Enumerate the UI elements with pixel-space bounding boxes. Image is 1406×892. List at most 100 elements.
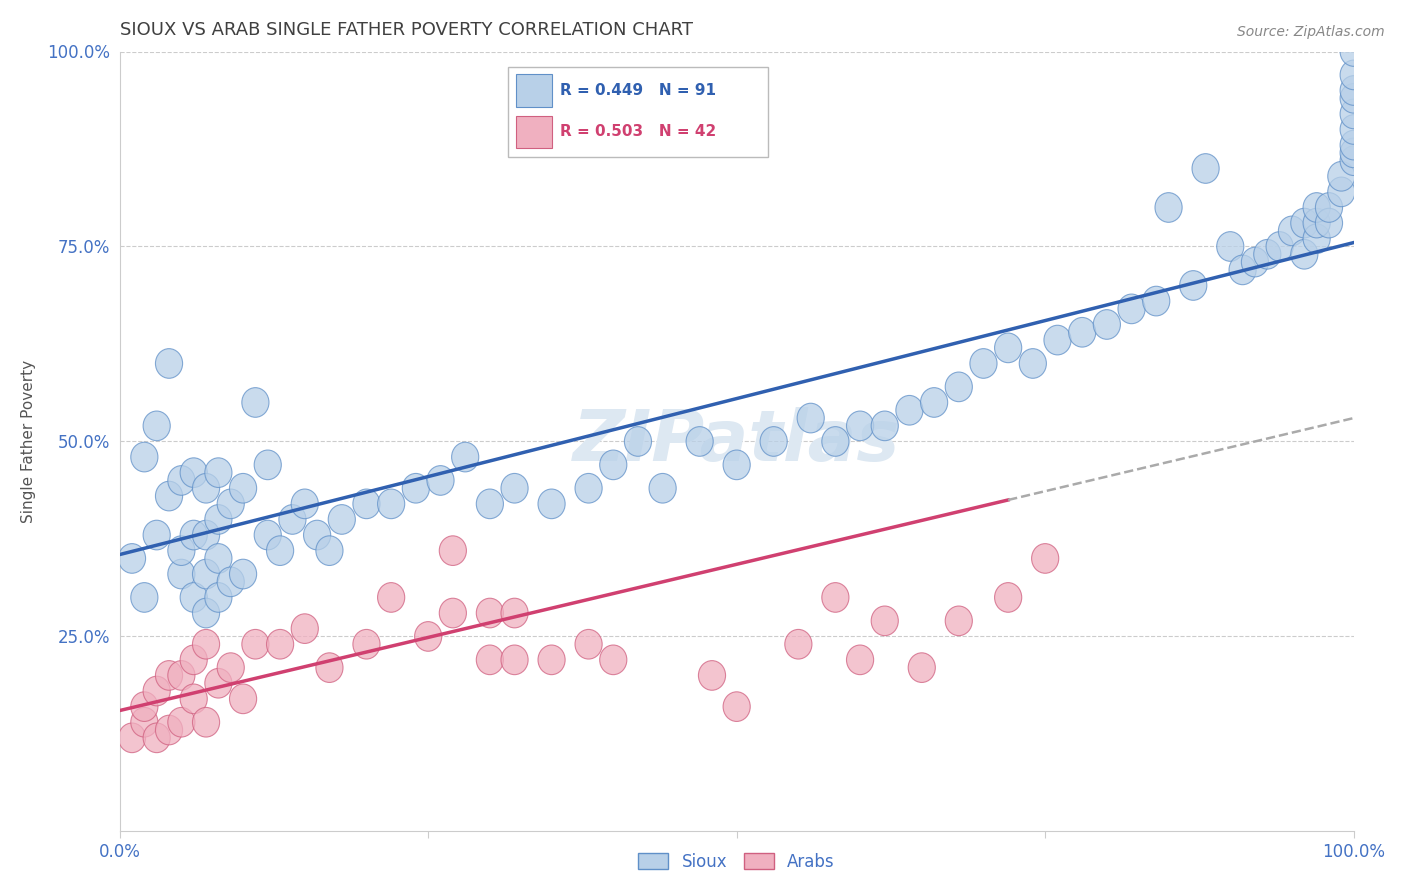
Ellipse shape (143, 723, 170, 753)
Ellipse shape (143, 676, 170, 706)
Ellipse shape (254, 450, 281, 480)
Text: SIOUX VS ARAB SINGLE FATHER POVERTY CORRELATION CHART: SIOUX VS ARAB SINGLE FATHER POVERTY CORR… (120, 21, 693, 39)
Ellipse shape (131, 442, 157, 472)
Ellipse shape (600, 450, 627, 480)
Ellipse shape (970, 349, 997, 378)
Ellipse shape (1278, 216, 1306, 245)
Y-axis label: Single Father Poverty: Single Father Poverty (21, 359, 35, 523)
Ellipse shape (1069, 318, 1095, 347)
Ellipse shape (217, 489, 245, 518)
Ellipse shape (180, 582, 207, 612)
Ellipse shape (1327, 161, 1355, 191)
Ellipse shape (229, 559, 257, 589)
Ellipse shape (131, 707, 157, 737)
Ellipse shape (1192, 153, 1219, 184)
Ellipse shape (118, 723, 146, 753)
Ellipse shape (1143, 286, 1170, 316)
Ellipse shape (686, 426, 713, 457)
Ellipse shape (143, 411, 170, 441)
Ellipse shape (229, 474, 257, 503)
Ellipse shape (205, 582, 232, 612)
Legend: Sioux, Arabs: Sioux, Arabs (631, 847, 842, 878)
Ellipse shape (402, 474, 429, 503)
Ellipse shape (205, 543, 232, 574)
Ellipse shape (205, 458, 232, 487)
Ellipse shape (1340, 138, 1367, 168)
Ellipse shape (217, 567, 245, 597)
Ellipse shape (1316, 193, 1343, 222)
Text: ZIPatlas: ZIPatlas (574, 407, 900, 476)
Ellipse shape (439, 599, 467, 628)
Ellipse shape (761, 426, 787, 457)
Ellipse shape (1340, 37, 1367, 66)
Ellipse shape (180, 645, 207, 674)
Ellipse shape (896, 395, 922, 425)
Ellipse shape (1154, 193, 1182, 222)
Ellipse shape (994, 582, 1022, 612)
Ellipse shape (316, 536, 343, 566)
Ellipse shape (1303, 224, 1330, 253)
Ellipse shape (600, 645, 627, 674)
Ellipse shape (278, 505, 307, 534)
Ellipse shape (242, 630, 269, 659)
Ellipse shape (353, 630, 380, 659)
Ellipse shape (328, 505, 356, 534)
Ellipse shape (267, 630, 294, 659)
Ellipse shape (501, 599, 529, 628)
Ellipse shape (353, 489, 380, 518)
Ellipse shape (846, 645, 873, 674)
Ellipse shape (193, 707, 219, 737)
Ellipse shape (193, 520, 219, 549)
Ellipse shape (1216, 232, 1244, 261)
Ellipse shape (872, 606, 898, 636)
Ellipse shape (193, 630, 219, 659)
Ellipse shape (131, 582, 157, 612)
Ellipse shape (156, 482, 183, 511)
Ellipse shape (1340, 99, 1367, 128)
Ellipse shape (650, 474, 676, 503)
Ellipse shape (291, 614, 318, 643)
Ellipse shape (167, 536, 195, 566)
Ellipse shape (156, 349, 183, 378)
Ellipse shape (1340, 60, 1367, 90)
Ellipse shape (785, 630, 811, 659)
Ellipse shape (242, 388, 269, 417)
Ellipse shape (131, 692, 157, 722)
Ellipse shape (945, 606, 973, 636)
Ellipse shape (1019, 349, 1046, 378)
Ellipse shape (378, 582, 405, 612)
Ellipse shape (193, 599, 219, 628)
Ellipse shape (1340, 76, 1367, 105)
Ellipse shape (1291, 208, 1317, 238)
Ellipse shape (1180, 270, 1206, 301)
Ellipse shape (1340, 146, 1367, 176)
Ellipse shape (118, 543, 146, 574)
Ellipse shape (823, 426, 849, 457)
Ellipse shape (908, 653, 935, 682)
Ellipse shape (575, 630, 602, 659)
Ellipse shape (575, 474, 602, 503)
Ellipse shape (427, 466, 454, 495)
Ellipse shape (1032, 543, 1059, 574)
Ellipse shape (378, 489, 405, 518)
Ellipse shape (217, 653, 245, 682)
Ellipse shape (1303, 208, 1330, 238)
Ellipse shape (167, 661, 195, 690)
Ellipse shape (156, 661, 183, 690)
Ellipse shape (205, 668, 232, 698)
Ellipse shape (291, 489, 318, 518)
Ellipse shape (1229, 255, 1256, 285)
Ellipse shape (1340, 115, 1367, 145)
Ellipse shape (167, 707, 195, 737)
Ellipse shape (1303, 193, 1330, 222)
Ellipse shape (1254, 239, 1281, 269)
Ellipse shape (1265, 232, 1294, 261)
Ellipse shape (180, 520, 207, 549)
Ellipse shape (143, 520, 170, 549)
Ellipse shape (477, 599, 503, 628)
Ellipse shape (723, 450, 751, 480)
Ellipse shape (699, 661, 725, 690)
Ellipse shape (316, 653, 343, 682)
Ellipse shape (945, 372, 973, 401)
Ellipse shape (823, 582, 849, 612)
